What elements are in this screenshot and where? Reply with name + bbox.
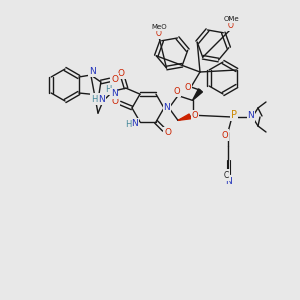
Text: O: O xyxy=(174,87,180,96)
Text: N: N xyxy=(164,103,170,112)
Text: O: O xyxy=(118,69,124,78)
Text: O: O xyxy=(164,128,172,137)
Text: C: C xyxy=(224,170,229,179)
Text: H: H xyxy=(105,85,111,94)
Text: MeO: MeO xyxy=(151,24,167,30)
Text: O: O xyxy=(112,97,118,106)
Text: H: H xyxy=(125,120,131,129)
Text: H: H xyxy=(91,94,97,103)
Text: O: O xyxy=(111,74,118,83)
Polygon shape xyxy=(193,89,202,100)
Text: O: O xyxy=(228,20,234,29)
Text: N: N xyxy=(225,178,231,187)
Text: OMe: OMe xyxy=(223,16,239,22)
Text: O: O xyxy=(156,28,162,38)
Text: N: N xyxy=(89,67,96,76)
Text: N: N xyxy=(132,119,138,128)
Text: O: O xyxy=(192,111,198,120)
Text: N: N xyxy=(98,94,105,103)
Text: P: P xyxy=(231,110,237,120)
Polygon shape xyxy=(178,114,191,120)
Text: N: N xyxy=(111,88,117,98)
Text: N: N xyxy=(248,112,254,121)
Text: O: O xyxy=(222,130,228,140)
Text: O: O xyxy=(185,83,191,92)
